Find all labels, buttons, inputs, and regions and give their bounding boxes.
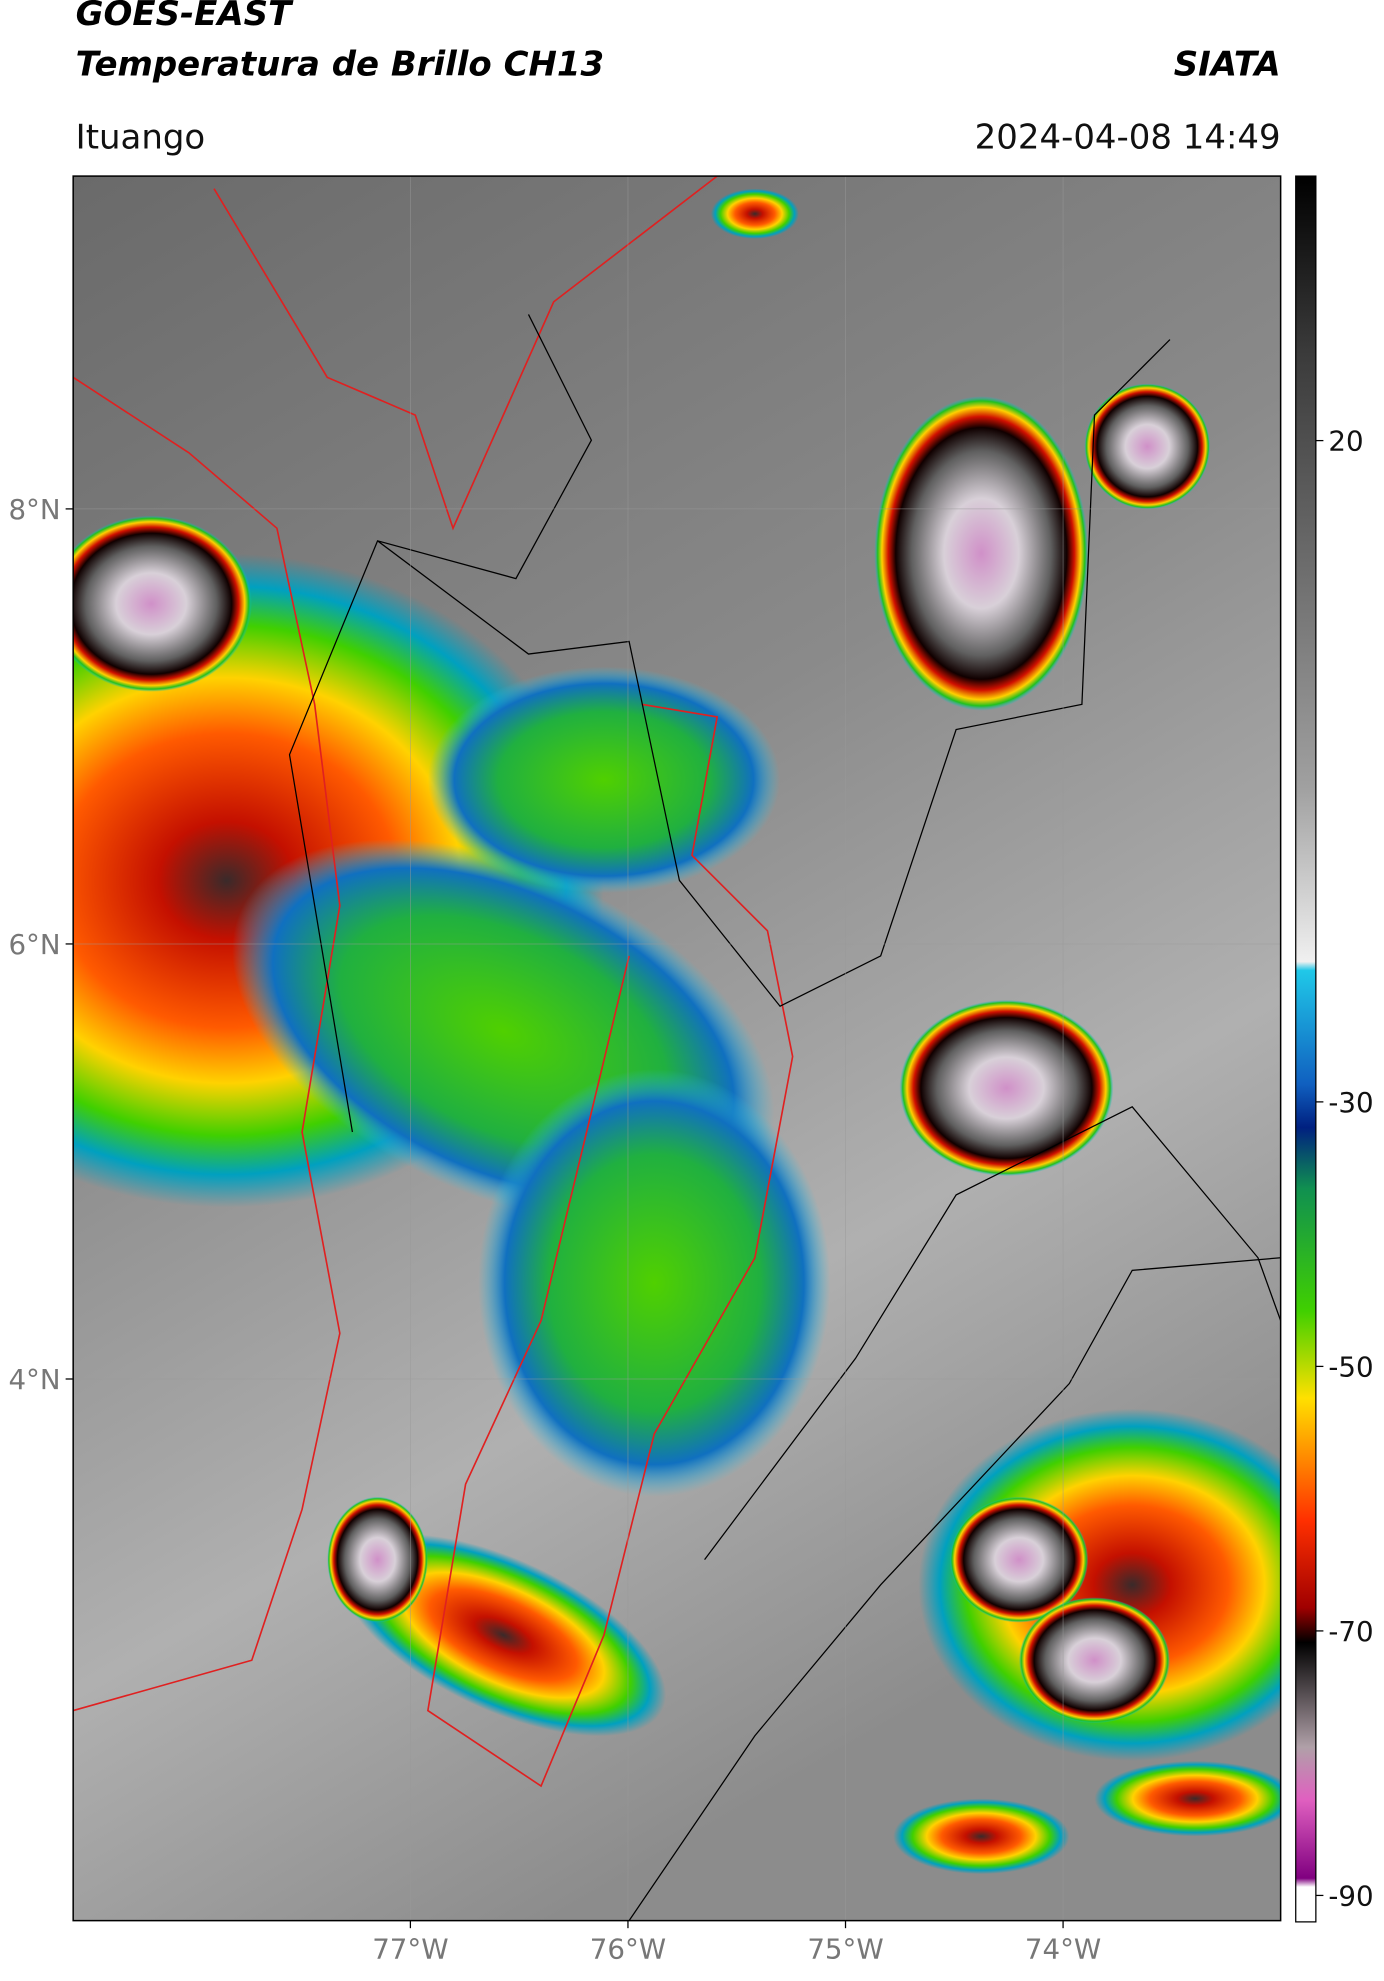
cloud <box>899 999 1114 1177</box>
cloud <box>427 666 781 894</box>
cloud <box>1019 1597 1170 1724</box>
x-tick-label: 75°W <box>807 1932 883 1965</box>
cloud <box>710 188 799 239</box>
colorbar-tick-label: -90 <box>1328 1879 1373 1912</box>
title: GOES-EAST <box>76 0 294 34</box>
location: Ituango <box>76 117 206 157</box>
x-tick-label: 76°W <box>590 1932 666 1965</box>
datetime: 2024-04-08 14:49 <box>975 117 1281 157</box>
cloud <box>949 1496 1089 1623</box>
cloud <box>327 1496 428 1623</box>
admin-border <box>377 339 1171 1008</box>
x-tick-label: 74°W <box>1025 1932 1101 1965</box>
y-tick-label: 8°N <box>8 493 60 526</box>
coastline <box>213 176 718 531</box>
colorbar-tick-label: -30 <box>1328 1086 1373 1119</box>
coastline <box>73 376 341 1712</box>
admin-border <box>288 314 593 1133</box>
graticule <box>73 176 1281 1921</box>
satellite-image <box>73 176 1281 1921</box>
y-tick-label: 4°N <box>8 1363 60 1396</box>
cloud <box>874 396 1089 711</box>
admin-border <box>628 1257 1281 1921</box>
cloud <box>73 515 252 692</box>
cloud <box>918 1408 1281 1761</box>
source: SIATA <box>1174 44 1281 84</box>
cloud <box>478 1069 831 1497</box>
cloud <box>1084 383 1211 510</box>
cloud <box>893 1798 1070 1875</box>
colorbar-tick-label: -70 <box>1328 1615 1373 1648</box>
map-frame <box>72 175 1282 1922</box>
colorbar-tick-label: 20 <box>1328 425 1363 458</box>
colorbar <box>1295 175 1317 1923</box>
y-tick-label: 6°N <box>8 928 60 961</box>
admin-border <box>704 1106 1281 1561</box>
x-tick-label: 77°W <box>372 1932 448 1965</box>
region-border <box>426 703 794 1788</box>
cloud <box>1094 1760 1281 1837</box>
colorbar-tick-label: -50 <box>1328 1350 1373 1383</box>
subtitle: Temperatura de Brillo CH13 <box>76 44 604 84</box>
